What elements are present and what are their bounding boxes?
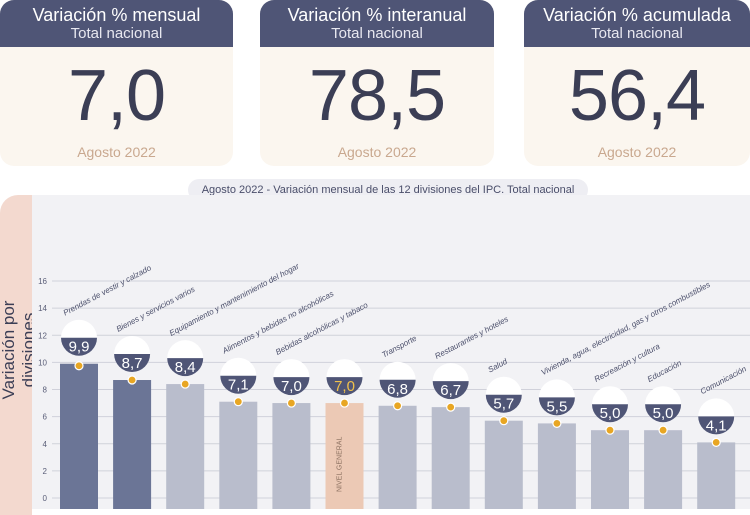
value-badge bbox=[538, 397, 575, 416]
card-header: Variación % mensual Total nacional bbox=[0, 0, 233, 47]
bar bbox=[537, 423, 576, 509]
value-marker bbox=[180, 379, 190, 389]
card-date: Agosto 2022 bbox=[597, 144, 677, 160]
bar bbox=[325, 403, 364, 509]
card-title: Variación % mensual bbox=[32, 5, 201, 25]
value-badge bbox=[432, 381, 469, 400]
y-tick-label: 10 bbox=[38, 358, 47, 367]
category-label: Equipamiento y mantenimiento del hogar bbox=[168, 261, 301, 337]
value-badge bbox=[167, 358, 204, 377]
value-marker bbox=[233, 397, 243, 407]
value-badge bbox=[592, 404, 628, 423]
data-label: 5,5 bbox=[546, 398, 567, 415]
value-badge bbox=[220, 375, 257, 394]
card-header: Variación % interanual Total nacional bbox=[260, 0, 494, 47]
category-label: Bebidas alcohólicas y tabaco bbox=[274, 300, 370, 357]
bar bbox=[113, 380, 152, 509]
card-title: Variación % interanual bbox=[287, 5, 467, 25]
category-label: Prendas de vestir y calzado bbox=[62, 263, 153, 317]
bar bbox=[484, 420, 523, 509]
value-marker bbox=[339, 398, 350, 408]
card-subtitle: Total nacional bbox=[591, 25, 683, 42]
card-monthly: Variación % mensual Total nacional 7,0 A… bbox=[0, 0, 233, 166]
value-badge bbox=[61, 337, 97, 356]
card-value: 7,0 bbox=[67, 56, 166, 136]
value-marker bbox=[286, 398, 296, 408]
data-label: 6,7 bbox=[440, 382, 461, 399]
card-title: Variación % acumulada bbox=[543, 5, 731, 25]
value-marker bbox=[658, 425, 668, 435]
data-label: 7,0 bbox=[281, 378, 302, 395]
data-label: 5,0 bbox=[653, 405, 674, 422]
card-value: 78,5 bbox=[308, 56, 446, 136]
value-marker bbox=[552, 418, 562, 429]
y-tick-label: 6 bbox=[43, 413, 48, 422]
bar bbox=[166, 384, 205, 509]
data-label: 7,0 bbox=[334, 378, 355, 395]
value-badge bbox=[485, 394, 522, 413]
value-marker bbox=[605, 425, 615, 435]
value-marker bbox=[711, 437, 721, 447]
card-subtitle: Total nacional bbox=[331, 25, 423, 42]
y-axis-panel bbox=[0, 195, 32, 515]
bar bbox=[378, 405, 417, 509]
card-value: 56,4 bbox=[568, 56, 706, 136]
data-label: 7,1 bbox=[228, 377, 249, 394]
category-label: Restaurantes y hoteles bbox=[433, 315, 509, 361]
category-label: Transporte bbox=[380, 333, 418, 359]
general-bar-label: NIVEL GENERAL bbox=[337, 437, 344, 492]
y-tick-label: 2 bbox=[43, 467, 48, 476]
value-badge bbox=[379, 379, 416, 398]
data-label: 5,7 bbox=[493, 396, 514, 413]
bar bbox=[272, 403, 311, 509]
y-tick-label: 14 bbox=[38, 304, 47, 313]
data-label: 9,9 bbox=[69, 339, 90, 356]
card-header: Variación % acumulada Total nacional bbox=[524, 0, 750, 47]
data-label: 4,1 bbox=[706, 417, 727, 434]
y-tick-label: 12 bbox=[38, 331, 47, 340]
bar bbox=[591, 430, 629, 509]
value-marker bbox=[74, 361, 84, 371]
data-label: 5,0 bbox=[600, 405, 621, 422]
value-badge bbox=[273, 377, 310, 396]
y-tick-label: 4 bbox=[43, 440, 48, 449]
category-label: Salud bbox=[487, 357, 510, 375]
y-tick-label: 8 bbox=[43, 386, 48, 395]
data-label: 8,7 bbox=[122, 355, 143, 372]
category-label: Comunicación bbox=[699, 364, 748, 396]
bar bbox=[219, 401, 258, 509]
y-tick-label: 16 bbox=[38, 277, 47, 286]
bar bbox=[644, 430, 683, 509]
card-date: Agosto 2022 bbox=[337, 144, 417, 160]
value-marker bbox=[499, 416, 509, 426]
value-badge bbox=[698, 416, 735, 435]
value-marker bbox=[446, 402, 456, 412]
card-date: Agosto 2022 bbox=[77, 144, 156, 160]
bar bbox=[60, 363, 98, 509]
value-badge bbox=[326, 377, 363, 396]
card-interannual: Variación % interanual Total nacional 78… bbox=[260, 0, 494, 166]
value-marker bbox=[393, 401, 403, 411]
card-accumulated: Variación % acumulada Total nacional 56,… bbox=[524, 0, 750, 166]
value-marker bbox=[127, 375, 137, 385]
value-badge bbox=[645, 404, 682, 423]
bar bbox=[697, 442, 736, 509]
bar bbox=[431, 407, 470, 509]
y-tick-label: 0 bbox=[43, 494, 48, 503]
data-label: 8,4 bbox=[175, 359, 196, 376]
value-badge bbox=[114, 354, 151, 372]
data-label: 6,8 bbox=[387, 381, 408, 398]
card-subtitle: Total nacional bbox=[70, 25, 163, 42]
